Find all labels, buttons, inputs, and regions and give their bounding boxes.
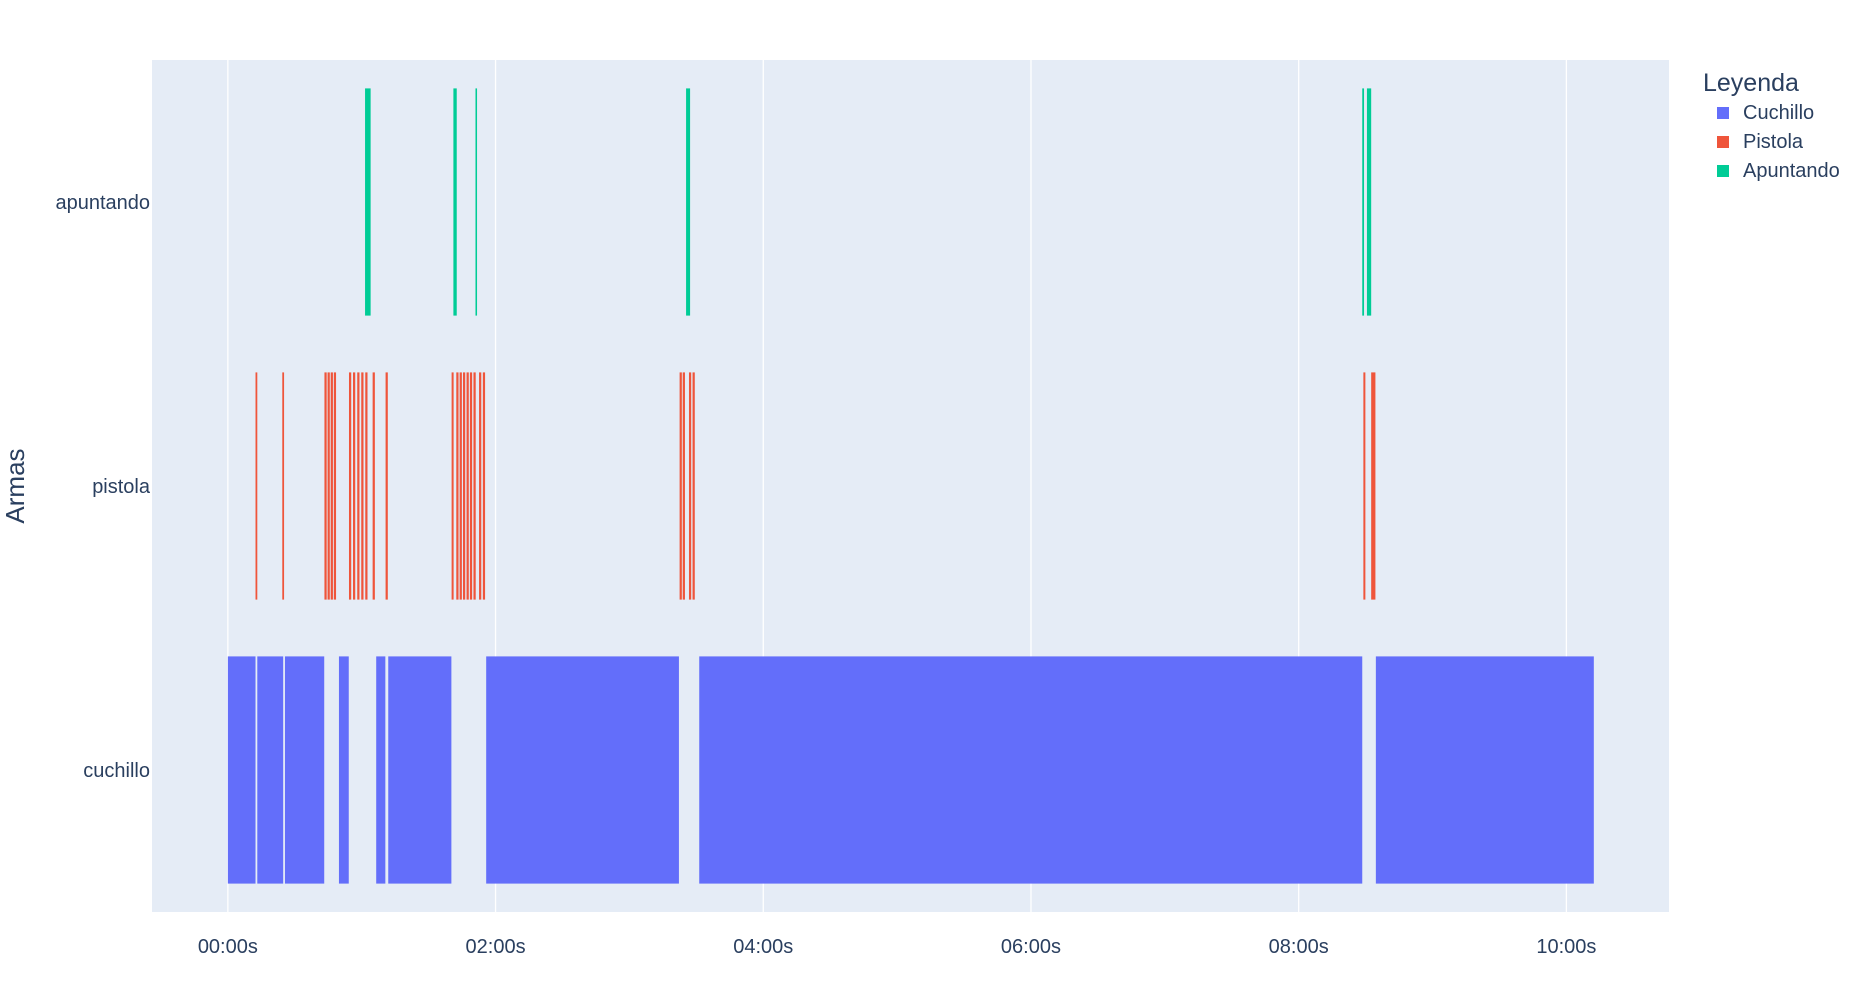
legend-title: Leyenda <box>1703 69 1799 97</box>
timeline-bar-cuchillo[interactable] <box>284 656 325 884</box>
timeline-bar-apuntando[interactable] <box>686 88 691 316</box>
timeline-bar-pistola[interactable] <box>692 372 695 600</box>
timeline-bar-pistola[interactable] <box>361 372 364 600</box>
timeline-bar-cuchillo[interactable] <box>388 656 452 884</box>
x-tick-label: 00:00s <box>198 936 258 958</box>
timeline-bar-apuntando[interactable] <box>453 88 457 316</box>
y-tick-label: cuchillo <box>83 760 150 782</box>
timeline-bar-pistola[interactable] <box>479 372 482 600</box>
timeline-bar-pistola[interactable] <box>473 372 476 600</box>
timeline-bar-apuntando[interactable] <box>1366 88 1372 316</box>
timeline-bar-pistola[interactable] <box>357 372 360 600</box>
timeline-bar-pistola[interactable] <box>1363 372 1366 600</box>
y-tick-label: apuntando <box>55 192 150 214</box>
timeline-bar-pistola[interactable] <box>333 372 337 600</box>
timeline-bar-pistola[interactable] <box>451 372 454 600</box>
timeline-bar-pistola[interactable] <box>682 372 685 600</box>
x-axis-ticks: 00:00s 02:00s 04:00s 06:00s 08:00s 10:00s <box>198 936 1597 958</box>
timeline-bar-cuchillo[interactable] <box>227 656 256 884</box>
x-tick-label: 04:00s <box>733 936 793 958</box>
x-tick-label: 06:00s <box>1001 936 1061 958</box>
timeline-bar-pistola[interactable] <box>459 372 462 600</box>
timeline-bar-cuchillo[interactable] <box>486 656 679 884</box>
timeline-bar-pistola[interactable] <box>330 372 333 600</box>
timeline-bar-pistola[interactable] <box>679 372 682 600</box>
timeline-bar-pistola[interactable] <box>365 372 368 600</box>
legend-items[interactable]: Cuchillo Pistola Apuntando <box>1717 102 1840 182</box>
y-tick-label: pistola <box>92 476 151 498</box>
legend-label[interactable]: Pistola <box>1743 131 1804 153</box>
legend-label[interactable]: Apuntando <box>1743 160 1840 182</box>
timeline-bar-pistola[interactable] <box>324 372 327 600</box>
timeline-bar-pistola[interactable] <box>385 372 388 600</box>
timeline-bar-pistola[interactable] <box>456 372 459 600</box>
x-tick-label: 08:00s <box>1269 936 1329 958</box>
legend-swatch[interactable] <box>1717 165 1729 177</box>
timeline-bar-apuntando[interactable] <box>1362 88 1365 316</box>
timeline-bar-pistola[interactable] <box>1371 372 1376 600</box>
timeline-bar-pistola[interactable] <box>327 372 330 600</box>
timeline-bar-pistola[interactable] <box>469 372 473 600</box>
timeline-bar-cuchillo[interactable] <box>699 656 1363 884</box>
timeline-bar-cuchillo[interactable] <box>257 656 284 884</box>
timeline-bar-pistola[interactable] <box>353 372 356 600</box>
y-axis-title: Armas <box>0 448 30 523</box>
timeline-bar-apuntando[interactable] <box>365 88 371 316</box>
x-tick-label: 10:00s <box>1536 936 1596 958</box>
timeline-bar-apuntando[interactable] <box>475 88 478 316</box>
legend-swatch[interactable] <box>1717 136 1729 148</box>
timeline-bar-pistola[interactable] <box>482 372 486 600</box>
x-tick-label: 02:00s <box>466 936 526 958</box>
timeline-bar-pistola[interactable] <box>466 372 469 600</box>
legend[interactable]: Leyenda Cuchillo Pistola Apuntando <box>1703 69 1840 182</box>
timeline-bar-cuchillo[interactable] <box>1375 656 1594 884</box>
legend-label[interactable]: Cuchillo <box>1743 102 1814 124</box>
timeline-bar-pistola[interactable] <box>462 372 466 600</box>
timeline-bar-pistola[interactable] <box>282 372 285 600</box>
y-axis-ticks: cuchillo pistola apuntando <box>55 192 150 782</box>
timeline-bar-pistola[interactable] <box>255 372 258 600</box>
timeline-bar-cuchillo[interactable] <box>376 656 386 884</box>
timeline-bar-pistola[interactable] <box>688 372 692 600</box>
timeline-bar-cuchillo[interactable] <box>338 656 349 884</box>
timeline-bar-pistola[interactable] <box>348 372 352 600</box>
timeline-bars <box>227 88 1594 884</box>
legend-swatch[interactable] <box>1717 107 1729 119</box>
timeline-bar-pistola[interactable] <box>372 372 375 600</box>
